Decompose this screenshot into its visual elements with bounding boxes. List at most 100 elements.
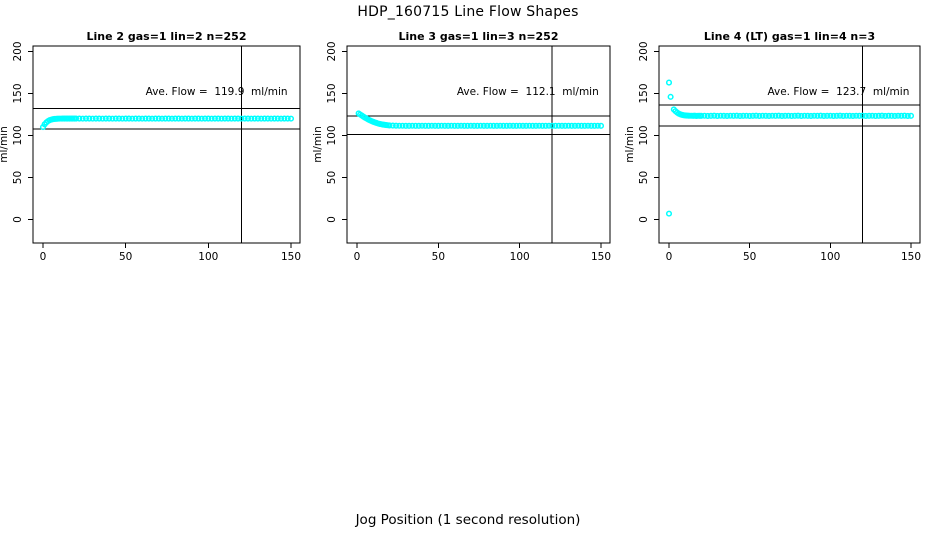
data-point (523, 122, 530, 129)
data-point (907, 112, 915, 119)
data-point (79, 115, 86, 122)
data-point (162, 115, 169, 122)
data-point (185, 115, 192, 122)
data-point (454, 122, 461, 129)
data-point (827, 112, 834, 119)
data-point (597, 122, 605, 129)
data-point (254, 115, 261, 122)
data-point (152, 115, 159, 122)
data-point (477, 122, 484, 129)
data-point (438, 122, 445, 129)
data-point (849, 112, 856, 119)
data-point (830, 112, 837, 119)
y-tick-label: 150 (638, 83, 650, 103)
y-tick-label: 100 (638, 125, 650, 145)
ave-flow-annotation: Ave. Flow = 119.9 ml/min (146, 86, 288, 98)
data-point (76, 115, 83, 122)
data-point (168, 115, 176, 122)
data-point (139, 115, 146, 122)
data-point (274, 115, 281, 122)
data-point (869, 112, 876, 119)
data-point (251, 115, 258, 122)
plot-box (658, 45, 921, 244)
data-point (441, 122, 448, 129)
y-tick-label: 100 (12, 125, 24, 145)
data-point (532, 122, 539, 129)
data-point (665, 79, 673, 86)
data-point (208, 115, 215, 122)
data-point (555, 122, 562, 129)
data-point (765, 112, 773, 119)
panel-1: 0 50 100 150 0 50 100 150 200 ml/min Line 2 gas=1 … (0, 30, 301, 263)
plot-box (346, 45, 611, 244)
data-point (506, 122, 513, 129)
data-point (458, 122, 465, 129)
data-point (578, 122, 585, 129)
data-point (119, 115, 126, 122)
data-point (474, 122, 481, 129)
data-point (724, 112, 731, 119)
data-point (464, 122, 471, 129)
data-point (762, 112, 769, 119)
data-point (575, 122, 582, 129)
data-point (399, 122, 406, 129)
data-point (882, 112, 889, 119)
y-axis-unit-label: ml/min (0, 126, 10, 162)
data-point (445, 122, 452, 129)
y-tick-label: 150 (326, 83, 338, 103)
data-point (840, 112, 847, 119)
data-point (704, 112, 711, 119)
y-tick-label: 200 (326, 41, 338, 61)
data-point (756, 112, 763, 119)
x-tick-label: 150 (281, 251, 301, 263)
data-point (503, 122, 510, 129)
data-point (264, 115, 271, 122)
data-point (552, 122, 559, 129)
data-point (542, 122, 549, 129)
data-point (149, 115, 156, 122)
data-point (225, 115, 232, 122)
data-point (833, 112, 840, 119)
data-point (422, 122, 429, 129)
data-point (888, 112, 895, 119)
data-point (201, 115, 209, 122)
x-tick-label: 100 (510, 251, 530, 263)
data-point (145, 115, 152, 122)
data-point (415, 122, 422, 129)
data-point (730, 112, 737, 119)
data-point (667, 93, 674, 100)
data-point (215, 115, 222, 122)
data-point (804, 112, 811, 119)
data-point (96, 115, 103, 122)
data-point (895, 112, 902, 119)
data-point (386, 122, 393, 129)
ave-flow-annotation: Ave. Flow = 112.1 ml/min (457, 86, 599, 98)
data-point (195, 115, 202, 122)
data-point (490, 122, 497, 129)
data-point (594, 122, 601, 129)
data-point (772, 112, 779, 119)
data-point (221, 115, 228, 122)
data-point (801, 112, 808, 119)
panel-3: 0 50 100 150 0 50 100 150 200 ml/min Line 4 (LT) g… (624, 30, 921, 263)
data-point (782, 112, 789, 119)
data-point (396, 122, 403, 129)
data-point (182, 115, 189, 122)
data-point (785, 112, 792, 119)
data-point (510, 122, 517, 129)
data-point (406, 122, 413, 129)
data-point (497, 122, 504, 129)
data-point (461, 122, 468, 129)
data-point (493, 122, 500, 129)
data-point (188, 115, 195, 122)
data-point (698, 112, 705, 119)
data-point (856, 112, 863, 119)
data-point (811, 112, 818, 119)
x-axis-label: Jog Position (1 second resolution) (355, 512, 581, 528)
data-point (904, 112, 911, 119)
data-point (707, 112, 714, 119)
data-point (568, 122, 575, 129)
data-point (155, 115, 162, 122)
data-point (484, 122, 491, 129)
